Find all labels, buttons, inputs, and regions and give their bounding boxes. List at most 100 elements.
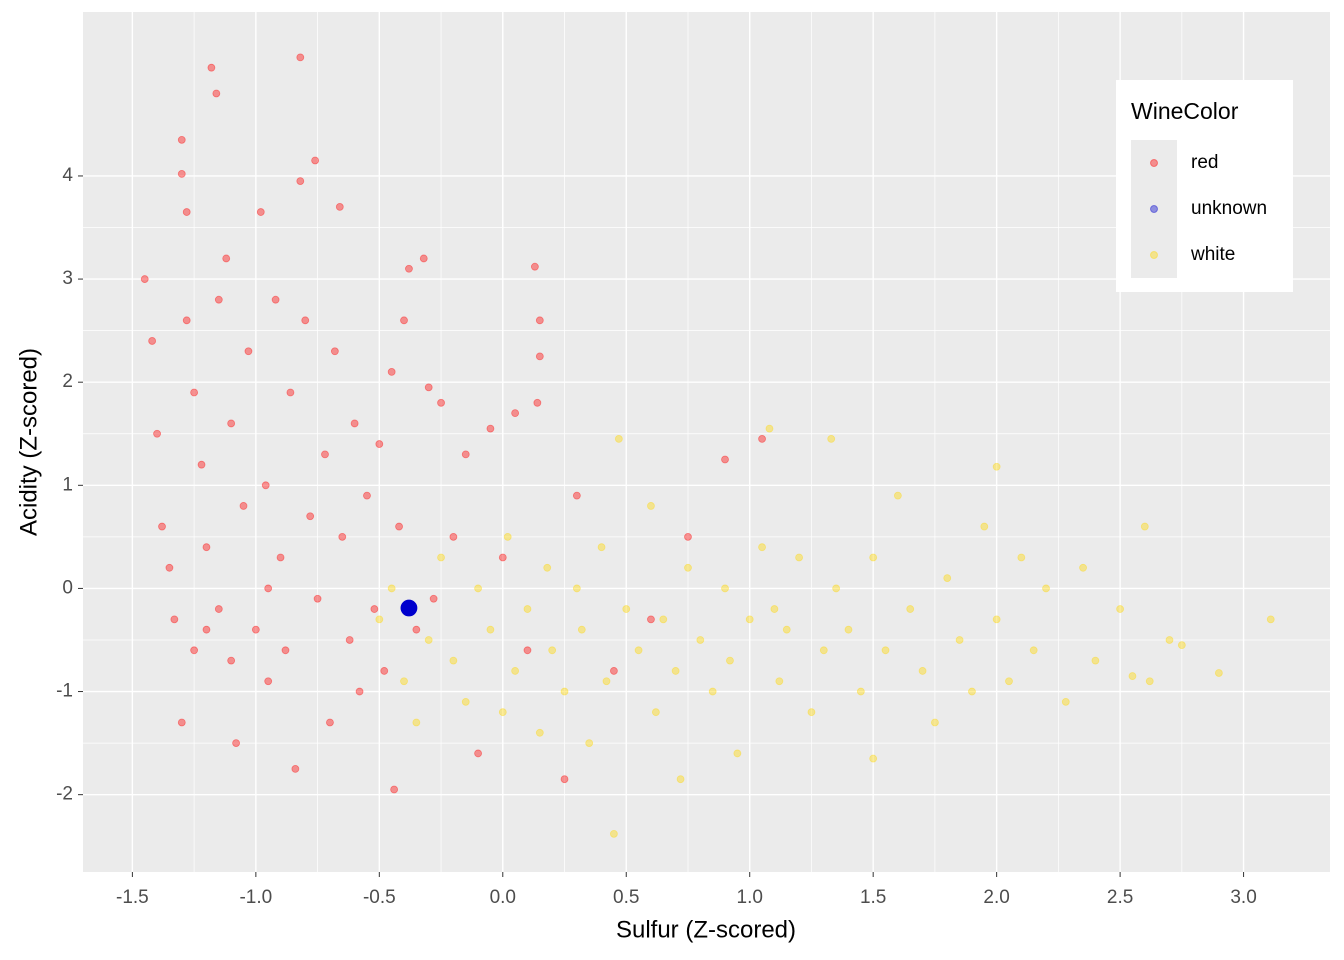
y-tick-label: -2 xyxy=(56,784,73,805)
point xyxy=(429,594,438,603)
point xyxy=(214,295,223,304)
point xyxy=(350,419,359,428)
point xyxy=(585,739,594,748)
point xyxy=(424,383,433,392)
point xyxy=(676,775,685,784)
point xyxy=(832,584,841,593)
point xyxy=(449,656,458,665)
point xyxy=(182,208,191,216)
point xyxy=(758,543,766,552)
point xyxy=(170,615,179,624)
y-tick-label: 2 xyxy=(62,371,73,392)
point xyxy=(330,347,339,356)
point xyxy=(1091,656,1100,665)
point xyxy=(881,646,890,655)
point xyxy=(1116,605,1125,613)
point xyxy=(511,667,520,675)
point xyxy=(511,409,520,418)
point xyxy=(1177,641,1186,650)
point xyxy=(405,264,413,273)
point xyxy=(474,749,482,758)
legend-label: unknown xyxy=(1191,198,1267,219)
point xyxy=(461,450,470,459)
legend-symbol xyxy=(1150,159,1158,167)
point xyxy=(610,829,618,838)
point xyxy=(844,625,853,634)
point xyxy=(190,388,199,397)
point xyxy=(931,718,939,727)
point xyxy=(244,347,253,356)
point xyxy=(758,435,766,443)
point xyxy=(207,63,216,72)
x-tick-label: 2.0 xyxy=(983,887,1009,908)
y-axis-label: Acidity (Z-scored) xyxy=(15,348,42,536)
legend-label: white xyxy=(1190,244,1235,265)
point xyxy=(296,177,305,186)
point xyxy=(321,450,329,459)
point xyxy=(239,502,248,510)
point xyxy=(177,135,186,144)
point xyxy=(622,605,631,613)
point xyxy=(281,646,290,655)
point xyxy=(1128,672,1137,680)
point xyxy=(721,584,729,593)
point xyxy=(424,636,433,644)
point xyxy=(955,636,964,644)
point xyxy=(276,553,285,562)
point xyxy=(659,615,668,624)
point xyxy=(782,625,791,634)
point xyxy=(400,677,408,686)
x-tick-label: 0.0 xyxy=(490,887,516,908)
point xyxy=(395,522,403,531)
point xyxy=(535,352,544,361)
legend-key xyxy=(1131,140,1177,186)
point xyxy=(486,625,495,634)
legend-symbol xyxy=(1150,205,1158,213)
point xyxy=(647,502,655,510)
point xyxy=(523,646,532,655)
point xyxy=(148,337,157,345)
point xyxy=(671,667,680,675)
point xyxy=(1061,697,1070,706)
point xyxy=(306,512,315,521)
y-tick-label: -1 xyxy=(56,681,73,702)
point xyxy=(572,491,581,500)
legend-symbol xyxy=(1150,251,1158,259)
point xyxy=(684,532,692,541)
point xyxy=(296,53,305,62)
point xyxy=(256,208,265,216)
x-tick-label: 2.5 xyxy=(1107,887,1133,908)
point xyxy=(158,522,166,531)
point xyxy=(153,429,161,438)
point xyxy=(560,687,569,696)
point xyxy=(634,646,643,655)
point xyxy=(647,615,655,624)
point xyxy=(177,169,186,178)
point xyxy=(856,687,865,696)
point xyxy=(400,316,408,325)
x-tick-label: 0.5 xyxy=(613,887,639,908)
point xyxy=(165,563,174,572)
point xyxy=(560,775,569,784)
y-tick-label: 4 xyxy=(62,165,73,186)
point xyxy=(918,667,927,675)
legend-key xyxy=(1131,232,1177,278)
y-tick-label: 3 xyxy=(62,268,73,289)
point xyxy=(819,646,828,655)
x-tick-label: 3.0 xyxy=(1230,887,1256,908)
point xyxy=(313,594,322,603)
point xyxy=(212,89,221,98)
x-axis-label: Sulfur (Z-scored) xyxy=(616,916,796,943)
point xyxy=(1214,669,1223,677)
point xyxy=(721,455,729,464)
point xyxy=(335,202,344,211)
point xyxy=(535,316,544,325)
point xyxy=(807,708,816,717)
point xyxy=(577,625,586,634)
point xyxy=(523,605,532,613)
point xyxy=(869,553,878,562)
point xyxy=(222,254,231,263)
point xyxy=(968,687,976,696)
point xyxy=(232,739,240,748)
point xyxy=(486,424,495,433)
